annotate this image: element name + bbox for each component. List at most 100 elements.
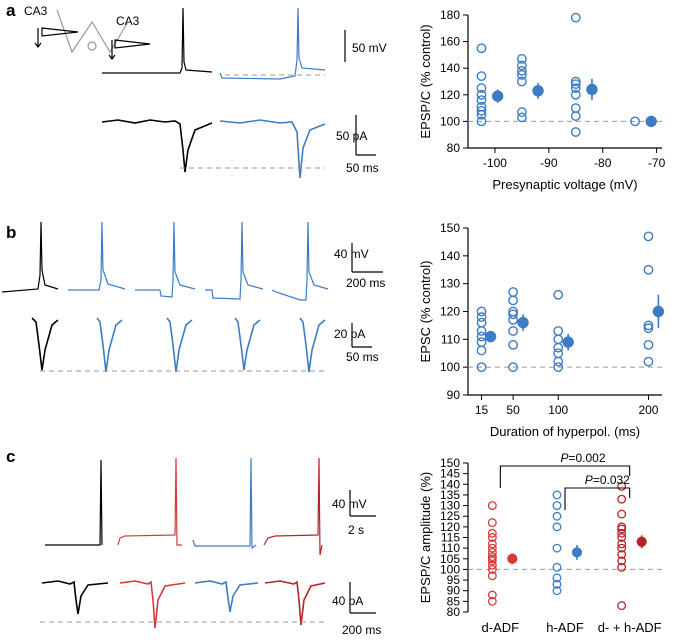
scale-bars-c — [349, 490, 376, 614]
data-point — [552, 562, 562, 572]
mean-point — [636, 536, 647, 547]
y-tick-label: 90 — [447, 388, 461, 402]
data-point — [643, 264, 654, 275]
x-axis-label: Duration of hyperpol. (ms) — [490, 424, 640, 439]
data-point — [570, 79, 581, 90]
data-point — [476, 71, 487, 82]
data-point — [617, 481, 627, 491]
panel-c: c 40 mV 2 s 40 pA 200 ms 808590951001051… — [6, 447, 662, 637]
data-point — [508, 295, 519, 306]
neuron-soma — [87, 41, 97, 51]
ca3-right-label: CA3 — [116, 14, 140, 28]
data-point — [476, 89, 487, 100]
y-tick-label: 125 — [440, 509, 460, 523]
scale-c-s: 2 s — [348, 523, 364, 537]
data-point — [552, 579, 562, 589]
significance-bracket — [564, 487, 631, 510]
trace-b-voltage-blue-1 — [68, 221, 126, 291]
chart-c-scatter: 8085909510010511011512012513013514014515… — [418, 451, 662, 635]
data-point — [508, 306, 519, 317]
ca3-schematic: CA3 CA3 — [24, 4, 151, 60]
scale-c-pa: 40 pA — [332, 594, 363, 608]
data-point — [476, 101, 487, 112]
data-point — [476, 116, 487, 127]
data-point — [570, 103, 581, 114]
data-point — [487, 590, 497, 600]
trace-c-voltage-blue — [192, 457, 257, 550]
y-tick-label: 105 — [440, 552, 460, 566]
trace-c-voltage-red — [117, 457, 182, 546]
data-point — [617, 539, 627, 549]
panel-b: b 40 mV 200 ms 20 pA 50 ms 90 100 110 120 13… — [1, 221, 665, 439]
trace-b-voltage-blue-4 — [271, 221, 329, 301]
neuron-outline — [56, 9, 129, 54]
data-point — [476, 312, 487, 322]
y-tick-label: 160 — [440, 35, 460, 49]
y-tick-label: 80 — [447, 605, 461, 619]
data-point — [617, 522, 627, 532]
data-point — [617, 528, 627, 538]
scale-a-pa: 50 pA — [336, 129, 367, 143]
data-point — [476, 345, 487, 356]
mean-point — [562, 336, 574, 348]
data-point — [487, 533, 497, 542]
data-point — [476, 105, 487, 116]
data-point — [508, 309, 519, 320]
x-tick-label: 200 — [638, 403, 658, 417]
data-point — [552, 543, 562, 553]
data-point — [643, 320, 654, 331]
y-tick-label: 110 — [441, 332, 460, 346]
y-tick-label: 90 — [447, 584, 461, 598]
trace-c-voltage-black — [45, 459, 103, 546]
data-point — [476, 83, 487, 94]
trace-a-current-blue — [219, 119, 326, 179]
y-axis-label: EPSC (% control) — [418, 261, 433, 363]
data-point — [508, 287, 519, 297]
mean-point — [491, 90, 504, 102]
data-point — [617, 543, 627, 553]
y-tick-label: 115 — [441, 531, 460, 545]
y-axis-label: EPSP/C amplitude (%) — [418, 472, 433, 604]
data-point — [643, 231, 654, 242]
data-point — [553, 348, 564, 359]
category-label: d-ADF — [482, 620, 520, 635]
category-label: d- + h-ADF — [598, 620, 662, 635]
trace-b-voltage-blue-2 — [135, 221, 196, 298]
panel-b-label: b — [6, 223, 16, 242]
y-tick-label: 100 — [440, 562, 460, 576]
data-point — [516, 65, 527, 76]
data-point — [487, 543, 497, 553]
y-tick-label: 140 — [440, 249, 460, 263]
trace-b-current-blue-3 — [234, 317, 261, 371]
y-tick-label: 135 — [440, 488, 460, 502]
trace-b-current-blue-2 — [166, 317, 193, 373]
significance-bracket — [499, 465, 631, 488]
data-point — [487, 539, 497, 549]
data-point — [487, 528, 497, 538]
data-point — [643, 339, 654, 350]
data-point — [552, 511, 562, 521]
scale-a-mv: 50 mV — [352, 41, 387, 55]
data-point — [643, 323, 654, 334]
mean-point — [586, 83, 598, 96]
data-point — [516, 53, 527, 64]
mean-point — [507, 553, 518, 564]
data-point — [570, 127, 581, 137]
data-point — [516, 107, 527, 117]
data-point — [553, 362, 564, 373]
data-point — [570, 12, 581, 23]
data-point — [570, 111, 581, 121]
y-tick-label: 180 — [440, 8, 460, 22]
trace-b-current-blue-4 — [299, 317, 326, 373]
chart-a-scatter: 80 100 120 140 160 180 EPSP/C (% control) -100 -… — [418, 8, 666, 192]
panel-c-label: c — [6, 447, 15, 466]
scale-b-pa: 20 pA — [334, 327, 365, 341]
x-tick-label: 50 — [506, 403, 520, 417]
data-point — [487, 564, 497, 574]
mean-point — [484, 330, 497, 343]
y-axis-label: EPSP/C (% control) — [418, 24, 433, 138]
x-axis-label: Presynaptic voltage (mV) — [492, 177, 637, 192]
y-tick-label: 100 — [440, 360, 460, 374]
data-point — [487, 560, 497, 570]
